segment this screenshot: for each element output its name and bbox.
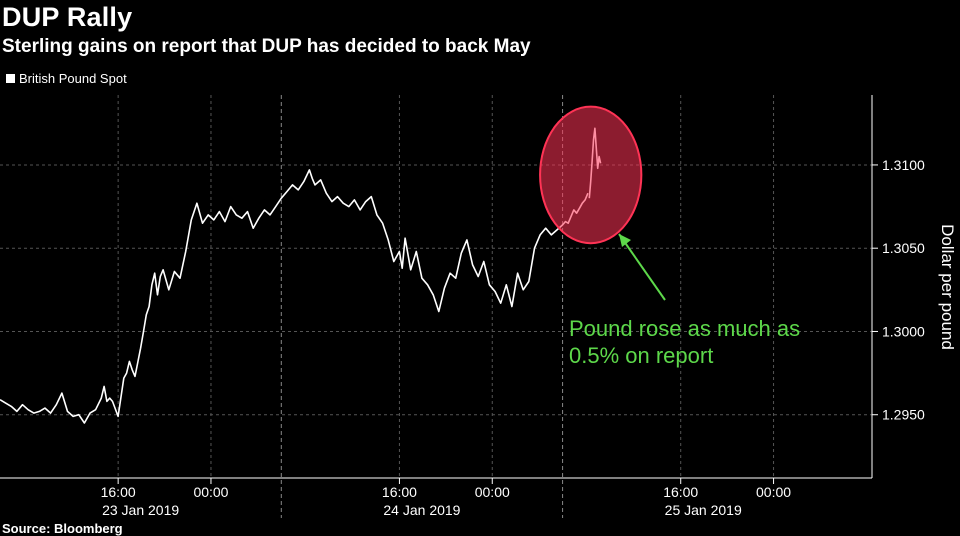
- y-tick-label: 1.3100: [882, 157, 925, 173]
- y-axis-label: Dollar per pound: [938, 224, 957, 350]
- price-line: [0, 169, 589, 424]
- annotation-arrow: [618, 233, 666, 301]
- chart-subtitle: Sterling gains on report that DUP has de…: [2, 36, 531, 57]
- x-tick-label: 00:00: [475, 484, 510, 500]
- annotation-text-line2: 0.5% on report: [569, 343, 713, 368]
- day-label: 25 Jan 2019: [665, 502, 742, 518]
- x-tick-label: 16:00: [663, 484, 698, 500]
- legend: British Pound Spot: [6, 71, 127, 86]
- legend-label: British Pound Spot: [19, 71, 127, 86]
- annotations: Pound rose as much as0.5% on report: [539, 105, 800, 368]
- legend-swatch: [6, 74, 15, 83]
- source-note: Source: Bloomberg: [2, 521, 123, 536]
- annotation-arrowhead: [619, 234, 631, 247]
- annotation-text-line1: Pound rose as much as: [569, 316, 800, 341]
- grid: [0, 95, 872, 518]
- day-label: 23 Jan 2019: [102, 502, 179, 518]
- x-tick-label: 00:00: [756, 484, 791, 500]
- y-tick-label: 1.2950: [882, 407, 925, 423]
- axes: 1.2950 1.3000 1.3050 1.3100 16:00 00:00 16:00 0…: [0, 95, 957, 518]
- x-tick-label: 16:00: [101, 484, 136, 500]
- day-label: 24 Jan 2019: [383, 502, 460, 518]
- x-tick-label: 00:00: [193, 484, 228, 500]
- highlight-ellipse: [539, 105, 643, 245]
- y-tick-label: 1.3000: [882, 323, 925, 339]
- chart-title: DUP Rally: [2, 2, 133, 32]
- x-tick-label: 16:00: [382, 484, 417, 500]
- y-tick-label: 1.3050: [882, 240, 925, 256]
- series: [0, 127, 602, 424]
